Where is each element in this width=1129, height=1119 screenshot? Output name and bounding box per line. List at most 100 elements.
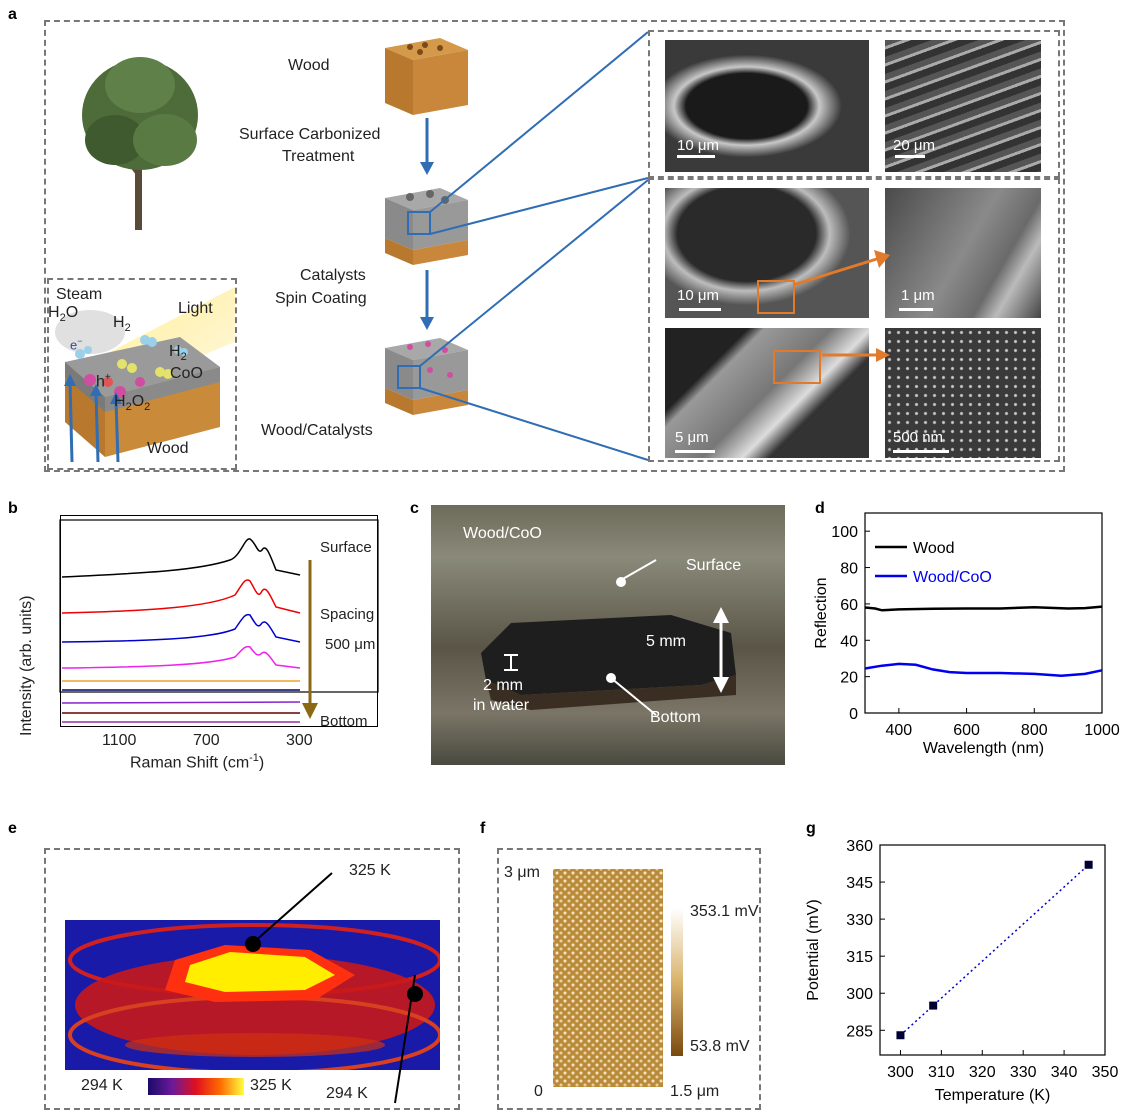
reflection-ytick-label: 20 bbox=[840, 670, 858, 687]
inset-electron-label: e− bbox=[70, 336, 83, 353]
kpfm-cbar-min: 53.8 mV bbox=[690, 1038, 750, 1055]
process-step1-line1: Surface Carbonized bbox=[239, 126, 381, 143]
process-step2-line2: Spin Coating bbox=[275, 290, 367, 307]
panel-label-b: b bbox=[8, 500, 18, 517]
panel-label-d: d bbox=[815, 500, 825, 517]
panel-f-frame bbox=[497, 848, 761, 1110]
potential-ytick-label: 345 bbox=[846, 875, 873, 892]
potential-data-point bbox=[1084, 860, 1093, 869]
potential-data-point bbox=[929, 1001, 938, 1010]
reflection-series-line bbox=[864, 662, 1103, 677]
potential-ytick-label: 300 bbox=[846, 986, 873, 1003]
potential-ytick-label: 285 bbox=[846, 1023, 873, 1040]
inset-h2-label-2: H2 bbox=[169, 343, 187, 364]
potential-xlabel: Temperature (K) bbox=[935, 1087, 1051, 1104]
reflection-xlabel: Wavelength (nm) bbox=[923, 740, 1044, 757]
potential-xtick-label: 320 bbox=[969, 1064, 996, 1081]
sem-image-carbonized-1um: 1 μm bbox=[885, 188, 1041, 318]
raman-tick-700: 700 bbox=[193, 732, 220, 749]
thermal-cold-marker bbox=[407, 986, 423, 1002]
raman-plot bbox=[59, 519, 379, 723]
raman-spacing-label: Spacing bbox=[320, 606, 375, 623]
photo-water-line1: 2 mm bbox=[483, 677, 523, 694]
potential-plot-frame bbox=[879, 844, 1106, 1056]
inset-light-label: Light bbox=[178, 300, 213, 317]
raman-xlabel: Raman Shift (cm-1) bbox=[130, 752, 265, 772]
inset-mechanism-frame bbox=[47, 278, 237, 470]
sem-image-catalyst-5um: 5 μm bbox=[665, 328, 869, 458]
photo-title: Wood/CoO bbox=[463, 525, 542, 542]
panel-e-frame bbox=[44, 848, 460, 1110]
inset-coo-label: CoO bbox=[170, 365, 203, 382]
panel-label-c: c bbox=[410, 500, 419, 517]
potential-xtick-label: 330 bbox=[1010, 1064, 1037, 1081]
panel-a-frame bbox=[44, 20, 1065, 472]
kpfm-colorbar bbox=[671, 908, 683, 1056]
potential-ytick-label: 330 bbox=[846, 912, 873, 929]
thermal-hot-label: 325 K bbox=[349, 862, 391, 879]
reflection-xtick-label: 400 bbox=[886, 722, 913, 739]
thermal-cbar-min: 294 K bbox=[81, 1077, 123, 1094]
reflection-chart: 0 20 40 60 80 100 400 600 800 1000 Wood Wood/CoO Wav… bbox=[813, 512, 1120, 757]
reflection-ytick-label: 100 bbox=[831, 524, 858, 541]
reflection-ylabel: Reflection bbox=[813, 577, 830, 648]
sem-zoom-arrows bbox=[792, 250, 890, 362]
process-step1-line2: Treatment bbox=[282, 148, 355, 165]
kpfm-x-right: 1.5 μm bbox=[670, 1083, 720, 1100]
sem-image-carbonized-10um: 10 μm bbox=[665, 188, 869, 318]
inset-h2o-label: H2O bbox=[48, 304, 79, 325]
panel-label-a: a bbox=[8, 6, 17, 23]
process-wood-label: Wood bbox=[288, 57, 330, 74]
thermal-colorbar bbox=[148, 1078, 244, 1095]
inset-h2-label-1: H2 bbox=[113, 314, 131, 335]
sem-image-catalyst-500nm: 500 nm bbox=[885, 328, 1041, 458]
thermal-annotation-lines bbox=[245, 872, 416, 1104]
potential-ytick-label: 315 bbox=[846, 949, 873, 966]
sem-bottom-frame bbox=[648, 178, 1060, 462]
inset-hole-label: h+ bbox=[96, 372, 111, 391]
inset-wood-label: Wood bbox=[147, 440, 189, 457]
reflection-xtick-label: 600 bbox=[953, 722, 980, 739]
panel-label-f: f bbox=[480, 820, 486, 837]
raman-spacing-value: 500 μm bbox=[325, 636, 376, 653]
potential-data-point bbox=[896, 1031, 905, 1040]
process-step2-line1: Catalysts bbox=[300, 267, 366, 284]
kpfm-origin: 0 bbox=[534, 1083, 543, 1100]
sem-image-wood-20um: 20 μm bbox=[885, 40, 1041, 172]
potential-fit-line bbox=[899, 864, 1090, 1036]
photo-surface-label: Surface bbox=[686, 557, 742, 574]
reflection-xtick-label: 800 bbox=[1021, 722, 1048, 739]
potential-ytick-label: 360 bbox=[846, 838, 873, 855]
thermal-image bbox=[65, 920, 440, 1070]
sem-top-frame bbox=[648, 30, 1060, 178]
potential-ylabel: Potential (mV) bbox=[805, 899, 822, 1000]
reflection-xtick-label: 1000 bbox=[1084, 722, 1120, 739]
potential-xtick-label: 350 bbox=[1092, 1064, 1119, 1081]
raman-bottom-label: Bottom bbox=[320, 713, 368, 730]
reflection-ytick-label: 60 bbox=[840, 597, 858, 614]
thermal-cold-label: 294 K bbox=[326, 1085, 368, 1102]
tree-illustration bbox=[82, 57, 198, 230]
photo-wood-coo: Wood/CoO Surface 5 mm Bottom 2 mm in wat… bbox=[431, 505, 785, 765]
reflection-plot-frame bbox=[864, 512, 1103, 714]
reflection-legend-label: Wood bbox=[913, 540, 955, 557]
kpfm-cbar-max: 353.1 mV bbox=[690, 903, 759, 920]
potential-xtick-label: 310 bbox=[928, 1064, 955, 1081]
reflection-series-line bbox=[864, 605, 1103, 612]
inset-steam-label: Steam bbox=[56, 286, 103, 303]
inset-h2o2-label: H2O2 bbox=[114, 393, 151, 414]
photo-water-line2: in water bbox=[473, 697, 530, 714]
carbonized-block-icon bbox=[385, 188, 468, 265]
panel-label-e: e bbox=[8, 820, 17, 837]
potential-chart: 285 300 315 330 345 360 300 310 320 330 340 350 Temp… bbox=[805, 838, 1119, 1104]
raman-tick-300: 300 bbox=[286, 732, 313, 749]
raman-ylabel: Intensity (arb. units) bbox=[18, 595, 35, 737]
raman-surface-label: Surface bbox=[320, 539, 372, 556]
reflection-ytick-label: 0 bbox=[849, 706, 858, 723]
reflection-ytick-label: 40 bbox=[840, 633, 858, 650]
kpfm-map bbox=[553, 869, 663, 1087]
wood-block-icon bbox=[385, 38, 468, 115]
potential-xtick-label: 340 bbox=[1051, 1064, 1078, 1081]
photo-bottom-label: Bottom bbox=[650, 709, 701, 726]
process-product-label: Wood/Catalysts bbox=[261, 422, 373, 439]
